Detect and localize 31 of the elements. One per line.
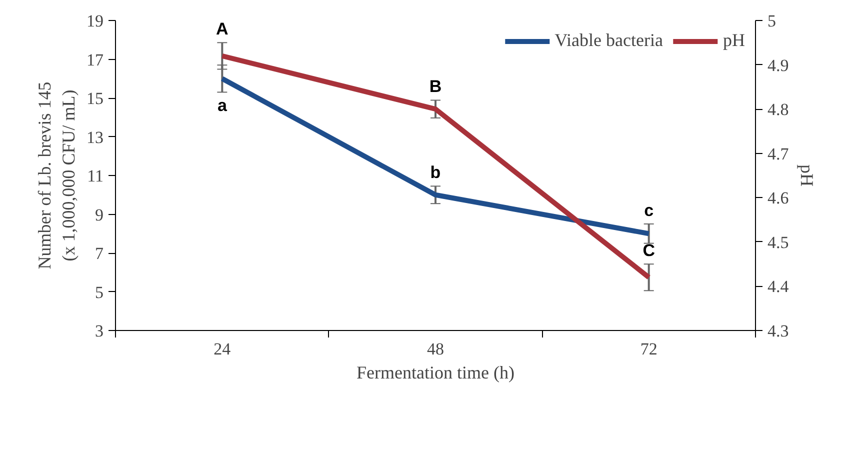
data-label: c: [644, 200, 654, 220]
y2-axis-title: pH: [796, 164, 817, 186]
y2-tick-label: 5: [768, 12, 776, 30]
y2-tick-label: 4.3: [768, 322, 789, 340]
data-label: a: [217, 96, 228, 116]
x-tick-label: 24: [214, 340, 232, 358]
x-tick-label: 72: [640, 340, 658, 358]
data-label: B: [429, 77, 442, 96]
y2-tick-label: 4.7: [768, 144, 790, 164]
legend-label: Viable bacteria: [554, 30, 663, 51]
y-tick-label: 5: [95, 282, 104, 302]
y-tick-label: 11: [87, 166, 104, 186]
data-label: b: [430, 163, 441, 182]
y-tick-label: 17: [86, 50, 104, 70]
y-axis-title: Number of Lb. brevis 145 (x 1,000,000 CFU/ mL): [34, 82, 78, 270]
y-tick-label: 3: [95, 322, 104, 340]
data-label: C: [642, 241, 655, 260]
y2-tick-label: 4.9: [768, 56, 789, 75]
x-axis-title: Fermentation time (h): [356, 362, 514, 382]
y2-tick-label: 4.6: [768, 188, 789, 208]
y2-tick-label: 4.4: [768, 277, 790, 296]
y2-tick-label: 4.8: [768, 100, 789, 120]
data-label: A: [216, 20, 228, 39]
x-tick-label: 48: [427, 340, 444, 358]
y2-tick-label: 4.5: [768, 232, 789, 252]
y-tick-label: 9: [95, 205, 104, 224]
legend-label: pH: [723, 30, 745, 51]
y-tick-label: 13: [86, 128, 104, 147]
y-tick-label: 19: [86, 12, 104, 30]
y-tick-label: 7: [95, 244, 104, 263]
y-tick-label: 15: [86, 89, 104, 108]
